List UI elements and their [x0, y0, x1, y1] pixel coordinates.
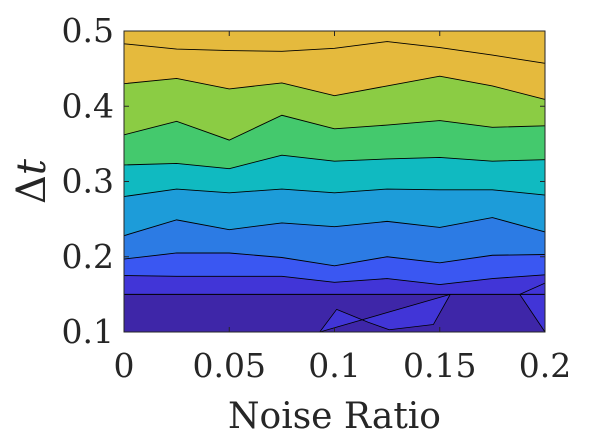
- x-tick-label: 0: [114, 346, 135, 385]
- contour-lines: [123, 41, 546, 295]
- x-axis-label: Noise Ratio: [228, 396, 441, 437]
- y-tick-label: 0.2: [62, 237, 114, 276]
- x-axis-ticks: 0 0.05 0.1 0.15 0.2: [114, 31, 571, 385]
- x-tick-label: 0.05: [193, 346, 266, 385]
- contour-line-5: [123, 188, 546, 197]
- x-tick-label: 0.1: [308, 346, 360, 385]
- contour-line-2: [123, 274, 546, 286]
- y-tick-label: 0.4: [62, 86, 114, 125]
- contour-band-9: [124, 31, 545, 64]
- x-tick-label: 0.2: [519, 346, 571, 385]
- y-tick-label: 0.1: [62, 312, 114, 351]
- y-axis-label: Δt: [9, 158, 55, 204]
- contour-line-6: [123, 154, 546, 170]
- x-tick-label: 0.15: [403, 346, 476, 385]
- contour-line-8: [123, 75, 546, 100]
- contour-line-9: [123, 41, 546, 64]
- y-axis-ticks: 0.1 0.2 0.3 0.4 0.5: [62, 11, 545, 351]
- contour-line-7: [123, 114, 546, 141]
- y-tick-label: 0.5: [62, 11, 114, 50]
- y-axis-label-variable: t: [9, 158, 55, 175]
- contour-line-3: [123, 252, 546, 267]
- contour-bands: [124, 31, 546, 333]
- y-axis-label-symbol: Δ: [9, 175, 55, 204]
- y-tick-label: 0.3: [62, 162, 114, 201]
- contour-line-4: [123, 217, 546, 237]
